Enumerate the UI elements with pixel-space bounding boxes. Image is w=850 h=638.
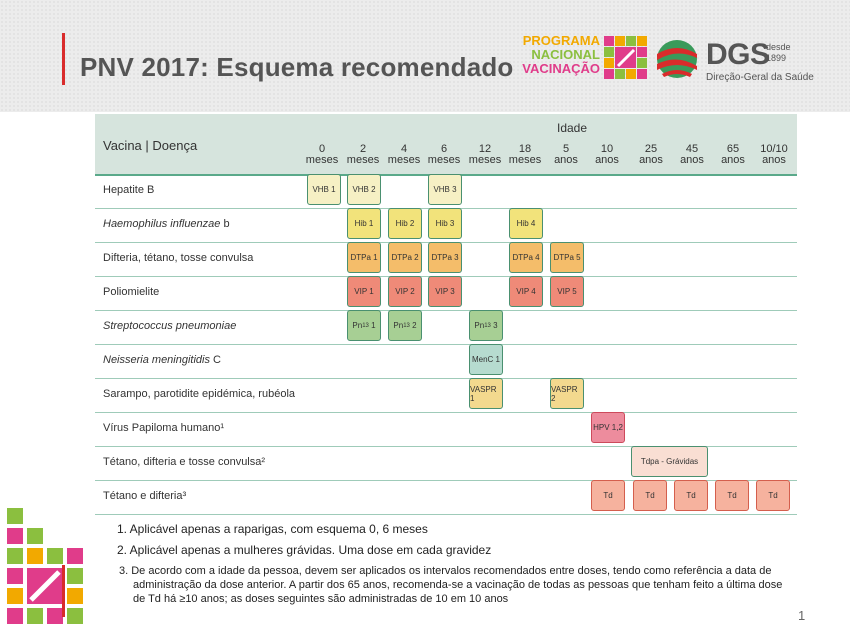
vaccine-column-header: Vacina | Doença (103, 138, 198, 153)
dgs-subtitle: Direção-Geral da Saúde (706, 72, 814, 83)
age-10-10-anos: 10/10 anos (760, 143, 788, 166)
row-label-hpv: Vírus Papiloma humano¹ (103, 422, 225, 434)
dose-pn13-1: Pn 13 1 (347, 310, 381, 341)
age-12-meses: 12 meses (468, 143, 502, 166)
dose-tdpa-gravidas: Tdpa - Grávidas (631, 446, 708, 477)
table-row: Tétano, difteria e tosse convulsa² Tdpa … (95, 446, 797, 481)
dose-hib2: Hib 2 (388, 208, 422, 239)
row-label-poliomielite: Poliomielite (103, 286, 160, 298)
dose-menc1: MenC 1 (469, 344, 503, 375)
dose-vip2: VIP 2 (388, 276, 422, 307)
dose-vaspr2: VASPR 2 (550, 378, 584, 409)
pnv-logo-icon (604, 36, 647, 79)
table-row: Hepatite B VHB 1 VHB 2 VHB 3 (95, 174, 797, 209)
dose-vhb2: VHB 2 (347, 174, 381, 205)
table-row: Sarampo, parotidite epidémica, rubéola V… (95, 378, 797, 413)
dose-td-10-10: Td (756, 480, 790, 511)
age-0-meses: 0 meses (305, 143, 339, 166)
dgs-since: desde 1899 (766, 42, 791, 63)
dose-td-45: Td (674, 480, 708, 511)
age-4-meses: 4 meses (387, 143, 421, 166)
dose-dtpa5: DTPa 5 (550, 242, 584, 273)
dose-td-65: Td (715, 480, 749, 511)
row-label-hepatite-b: Hepatite B (103, 184, 155, 196)
row-label-sarampo: Sarampo, parotidite epidémica, rubéola (103, 388, 296, 400)
page-title: PNV 2017: Esquema recomendado (80, 52, 514, 82)
dose-vip3: VIP 3 (428, 276, 462, 307)
title-accent-bar (62, 33, 65, 85)
dose-vip4: VIP 4 (509, 276, 543, 307)
age-header: Idade (557, 121, 588, 135)
dose-hib3: Hib 3 (428, 208, 462, 239)
table-row: Difteria, tétano, tosse convulsa DTPa 1 … (95, 242, 797, 277)
table-row: Tétano e difteria³ Td Td Td Td Td (95, 480, 797, 515)
dose-pn13-2: Pn 13 2 (388, 310, 422, 341)
header-band (0, 0, 850, 112)
dose-vip1: VIP 1 (347, 276, 381, 307)
dose-dtpa2: DTPa 2 (388, 242, 422, 273)
age-2-meses: 2 meses (346, 143, 380, 166)
dgs-logo-icon (657, 40, 697, 78)
dose-hpv: HPV 1,2 (591, 412, 625, 443)
pnv-logo-text: PROGRAMA NACIONAL VACINAÇÃO (522, 33, 600, 76)
dose-pn13-3: Pn 13 3 (469, 310, 503, 341)
footnote-2: 2. Aplicável apenas a mulheres grávidas.… (117, 543, 492, 557)
table-row: Haemophilus influenzae b Hib 1 Hib 2 Hib… (95, 208, 797, 243)
age-25-anos: 25 anos (639, 143, 663, 166)
age-10-anos: 10 anos (595, 143, 619, 166)
table-header: Vacina | Doença Idade 0 meses 2 meses 4 mes… (95, 114, 797, 176)
table-row: Neisseria meningitidis C MenC 1 (95, 344, 797, 379)
footer-accent-bar (62, 565, 65, 617)
dose-dtpa4: DTPa 4 (509, 242, 543, 273)
footnote-1: 1. Aplicável apenas a raparigas, com esq… (117, 522, 428, 536)
row-label-streptococcus: Streptococcus pneumoniae (103, 320, 237, 332)
dose-vip5: VIP 5 (550, 276, 584, 307)
decorative-squares-logo (7, 508, 83, 624)
page-number: 1 (798, 608, 806, 623)
footnotes: 1. Aplicável apenas a raparigas, com esq… (117, 522, 797, 612)
dose-td-25: Td (633, 480, 667, 511)
row-label-dtpa: Difteria, tétano, tosse convulsa (103, 252, 254, 264)
dgs-logo-text: DGS (706, 38, 770, 71)
table-row: Vírus Papiloma humano¹ HPV 1,2 (95, 412, 797, 447)
dose-td-10: Td (591, 480, 625, 511)
vaccination-schedule-table: Vacina | Doença Idade 0 meses 2 meses 4 mes… (95, 114, 797, 515)
dose-vhb3: VHB 3 (428, 174, 462, 205)
footnote-3: 3. De acordo com a idade da pessoa, deve… (119, 565, 783, 605)
age-18-meses: 18 meses (508, 143, 542, 166)
age-45-anos: 45 anos (680, 143, 704, 166)
dose-hib1: Hib 1 (347, 208, 381, 239)
dose-vhb1: VHB 1 (307, 174, 341, 205)
table-row: Poliomielite VIP 1 VIP 2 VIP 3 VIP 4 VIP… (95, 276, 797, 311)
dose-dtpa1: DTPa 1 (347, 242, 381, 273)
table-row: Streptococcus pneumoniae Pn 13 1 Pn 13 2 P… (95, 310, 797, 345)
age-5-anos: 5 anos (554, 143, 578, 166)
dose-dtpa3: DTPa 3 (428, 242, 462, 273)
row-label-tdpa: Tétano, difteria e tosse convulsa² (103, 456, 266, 468)
age-65-anos: 65 anos (721, 143, 745, 166)
row-label-neisseria: Neisseria meningitidis C (103, 354, 221, 366)
row-label-hib: Haemophilus influenzae b (103, 218, 230, 230)
dose-vaspr1: VASPR 1 (469, 378, 503, 409)
age-6-meses: 6 meses (427, 143, 461, 166)
row-label-td: Tétano e difteria³ (103, 490, 187, 502)
dose-hib4: Hib 4 (509, 208, 543, 239)
